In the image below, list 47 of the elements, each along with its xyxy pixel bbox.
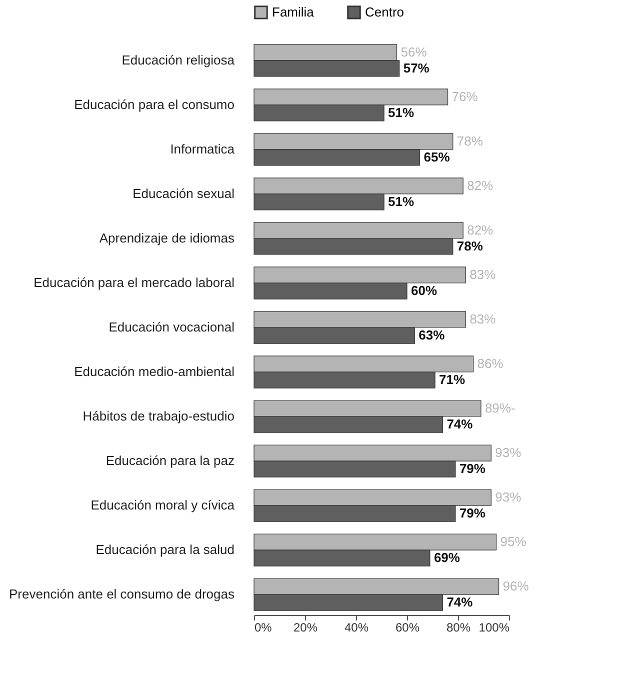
data-label: 51% [388,104,415,120]
x-tick-label: 100% [478,620,510,634]
y-tick-label: Educación sexual [132,186,235,201]
data-label: 86% [477,356,504,371]
y-tick-label: Educación vocacional [108,320,235,334]
data-label: 83% [470,311,496,326]
y-tick-label: Educación para la salud [96,542,234,558]
data-label: 56% [400,44,428,60]
data-label: 57% [403,60,430,76]
data-label: 60% [411,283,438,298]
data-label: 76% [452,88,478,104]
data-label: 89%- [484,400,516,416]
y-tick-label: Educación religiosa [122,52,236,68]
y-tick-label: Informatica [170,141,236,156]
legend-label: Familia [272,4,315,20]
x-tick-label: 80% [446,620,471,634]
data-label: 69% [434,550,460,566]
data-label: 79% [459,461,486,476]
y-tick-label: Educación medio-ambiental [74,364,235,380]
data-label: 96% [502,578,530,594]
data-label: 93% [495,445,522,460]
x-tick-label: 20% [293,620,318,634]
y-tick-label: Educación para el consumo [74,96,234,112]
y-tick-label: Aprendizaje de idiomas [99,230,235,246]
data-label: 74% [446,416,474,432]
legend-label: Centro [365,4,404,20]
data-label: 65% [424,149,450,164]
data-label: 95% [500,534,527,550]
data-label: 82% [467,222,494,238]
y-tick-label: Prevención ante el consumo de drogas [9,586,235,602]
data-label: 78% [456,238,484,254]
y-tick-label: Educación para la paz [106,453,234,468]
data-label: 51% [388,194,415,209]
x-tick-label: 60% [395,620,420,634]
y-tick-label: Educación moral y cívica [90,498,236,513]
data-label: 93% [495,490,522,505]
data-label: 71% [439,372,466,388]
data-label: 79% [459,506,486,521]
data-label: 82% [467,178,494,193]
x-tick-label: 0% [254,620,272,634]
y-tick-label: Hábitos de trabajo-estudio [82,408,234,424]
data-label: 63% [418,328,446,343]
x-tick-label: 40% [344,620,369,634]
y-tick-label: Educación para el mercado laboral [34,274,235,290]
data-label: 78% [456,133,484,148]
data-label: 74% [446,594,474,610]
data-label: 83% [470,266,496,282]
